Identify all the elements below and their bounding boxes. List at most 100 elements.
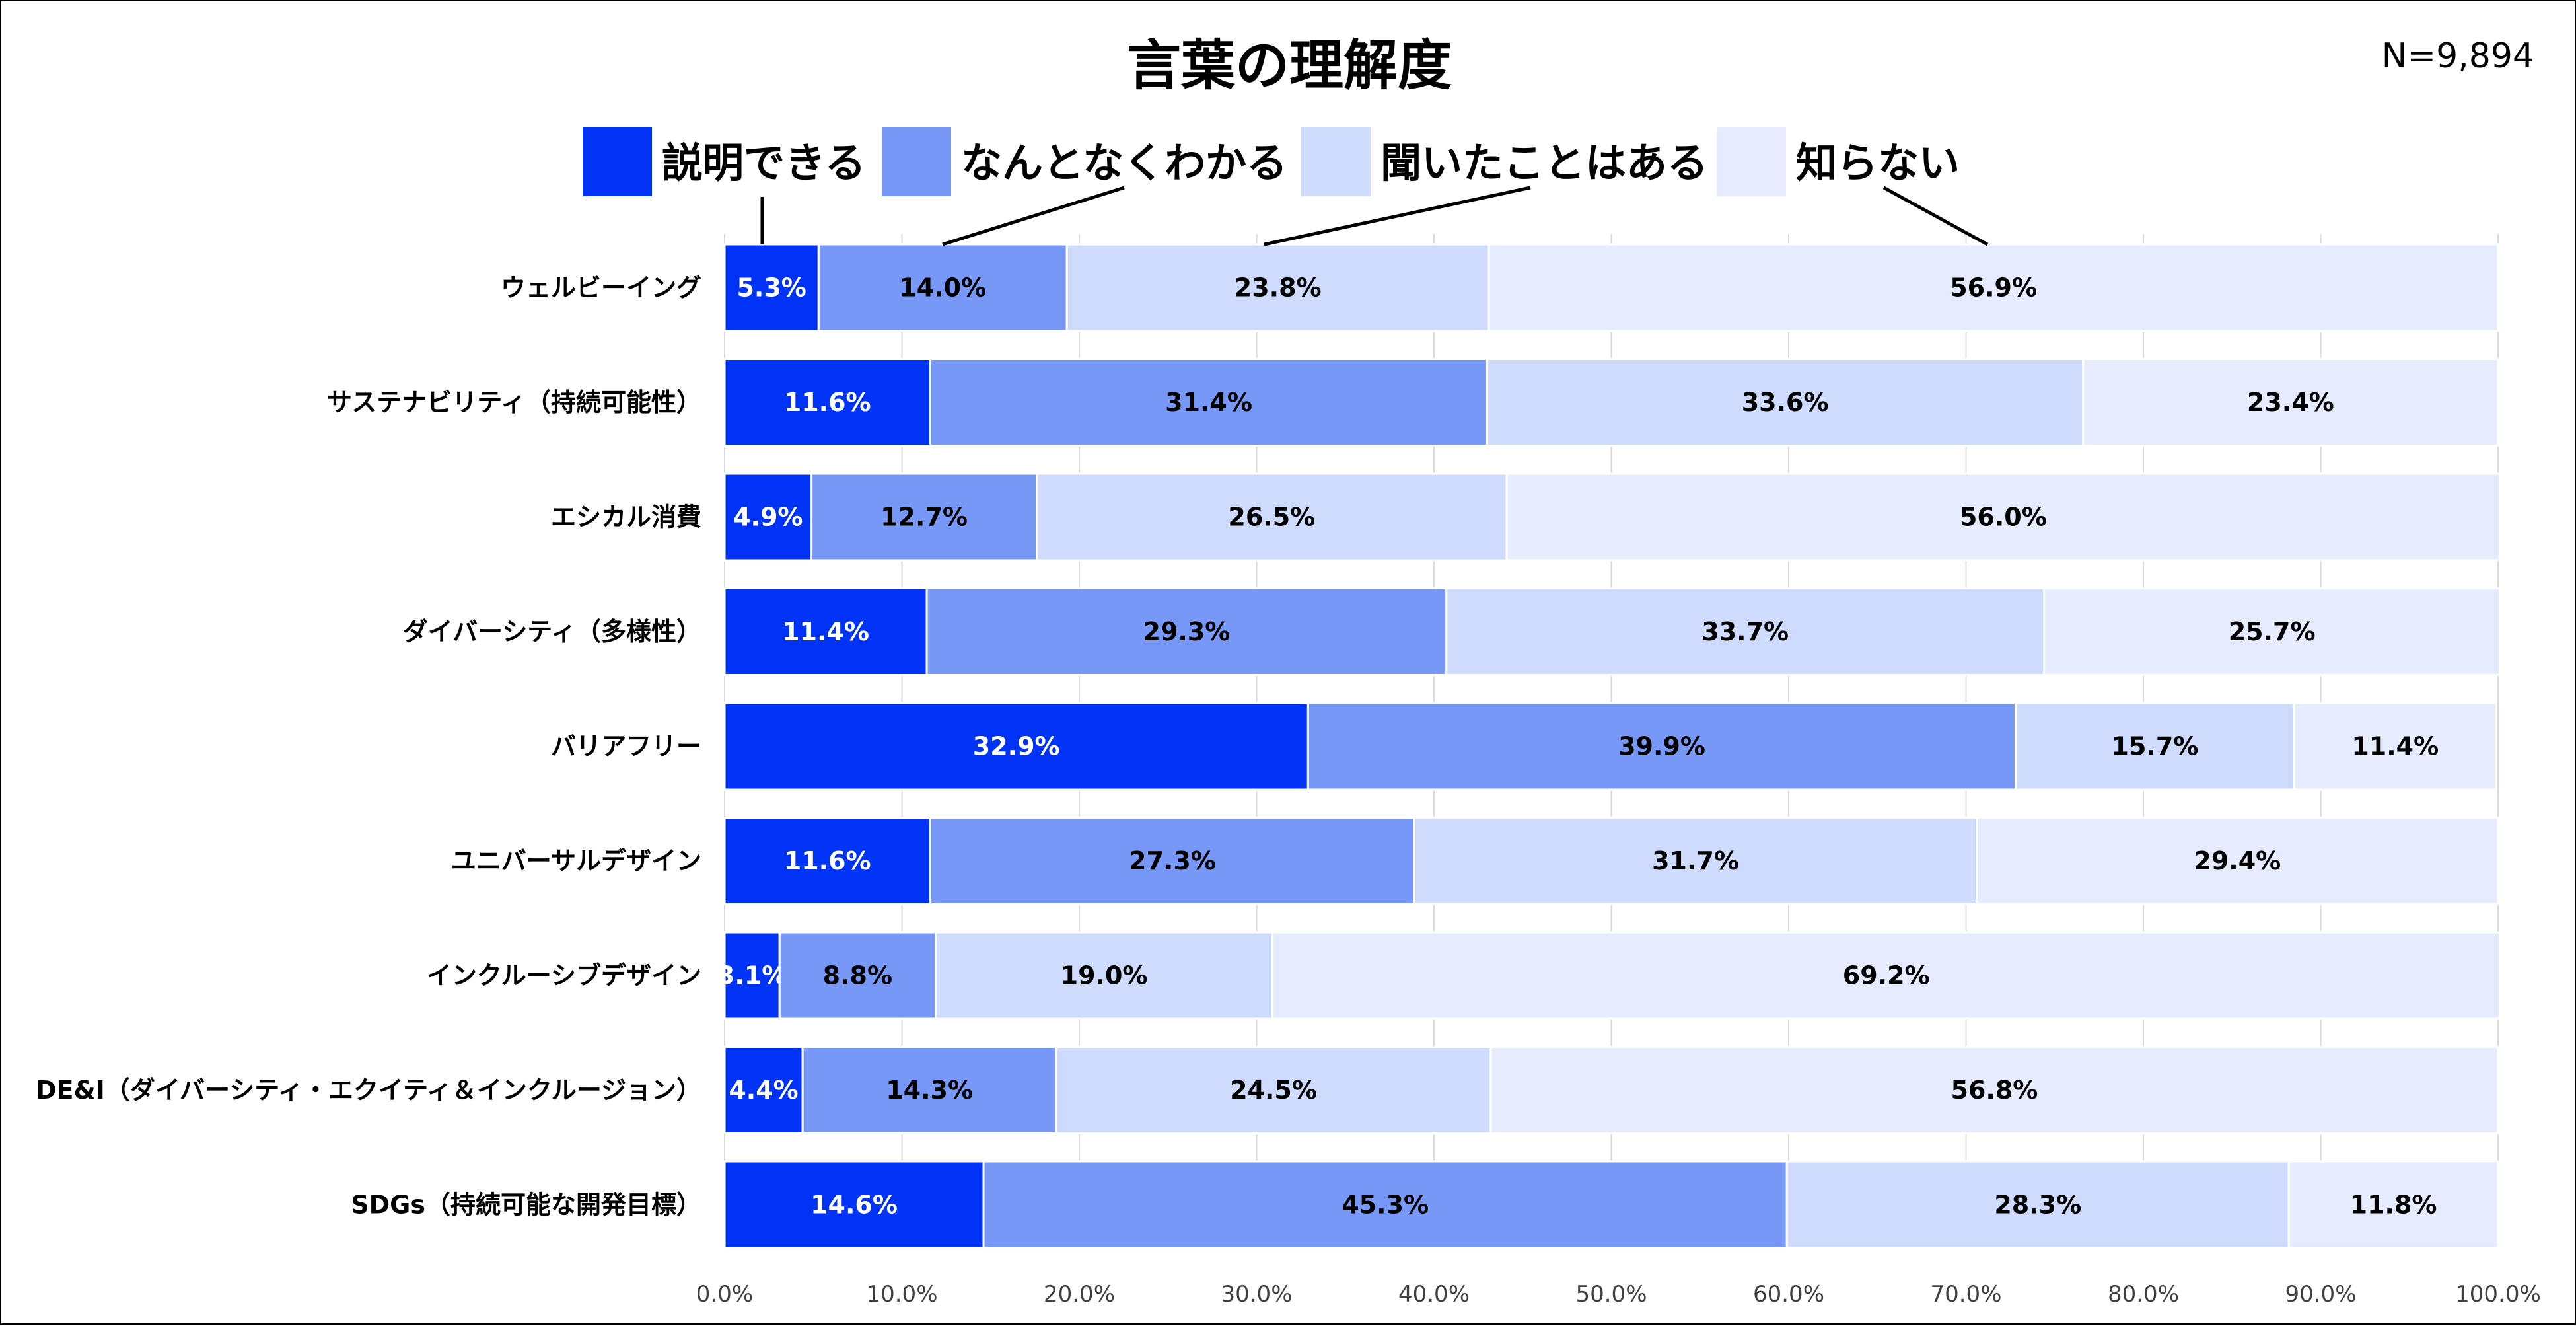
bar-segment xyxy=(1271,931,2501,1020)
legend-leader-line xyxy=(942,186,1125,246)
data-label: 32.9% xyxy=(973,732,1060,761)
data-label: 27.3% xyxy=(1129,846,1216,875)
bar-segment xyxy=(2082,358,2499,447)
data-label: 69.2% xyxy=(1843,961,1930,990)
x-tick-label: 30.0% xyxy=(1221,1281,1292,1308)
bar-segment xyxy=(925,587,1448,676)
category-label: DE&I（ダイバーシティ・エクイティ＆インクルージョン） xyxy=(36,1076,701,1105)
bar-segment xyxy=(2015,702,2295,791)
bar-segment xyxy=(1065,243,1490,332)
bar-segment xyxy=(2293,702,2497,791)
data-label: 11.8% xyxy=(2350,1191,2437,1220)
data-label: 25.7% xyxy=(2229,617,2316,646)
bar-segment xyxy=(1976,817,2499,905)
bar-segment xyxy=(801,1046,1057,1134)
x-tick-label: 80.0% xyxy=(2108,1281,2179,1308)
legend-swatch xyxy=(882,127,951,196)
bar-segment xyxy=(929,817,1415,905)
data-label: 11.4% xyxy=(2351,732,2439,761)
bar-segment xyxy=(1489,1046,2499,1134)
data-label: 33.6% xyxy=(1742,388,1829,417)
data-label: 11.6% xyxy=(784,388,871,417)
x-tick-label: 100.0% xyxy=(2455,1281,2541,1308)
bar-segment xyxy=(723,587,928,676)
data-label: 4.9% xyxy=(733,503,803,532)
data-label: 4.4% xyxy=(729,1076,798,1105)
data-label: 56.8% xyxy=(1951,1076,2038,1105)
legend: 説明できる なんとなくわかる 聞いたことはある 知らない xyxy=(583,127,1989,246)
data-label: 19.0% xyxy=(1061,961,1148,990)
legend-label: 聞いたことはある xyxy=(1380,139,1708,187)
legend-leader-line xyxy=(1882,186,1989,246)
category-label: ウェルビーイング xyxy=(501,274,701,303)
data-label: 14.0% xyxy=(899,274,986,303)
bar-segment xyxy=(723,1046,804,1134)
bar-segment xyxy=(723,817,931,905)
data-label: 56.9% xyxy=(1950,274,2037,303)
data-label: 11.6% xyxy=(784,846,871,875)
data-label: 3.1% xyxy=(717,961,787,990)
data-label: 11.4% xyxy=(782,617,869,646)
data-label: 23.8% xyxy=(1234,274,1322,303)
bar-segment xyxy=(810,472,1038,562)
category-label: SDGs（持続可能な開発目標） xyxy=(351,1191,701,1220)
bar-segment xyxy=(723,702,1309,791)
legend-swatch xyxy=(1301,127,1371,196)
x-tick-label: 10.0% xyxy=(866,1281,937,1308)
category-label: インクルーシブデザイン xyxy=(427,961,701,990)
bar-segment xyxy=(723,358,931,447)
data-label: 33.7% xyxy=(1701,617,1789,646)
x-tick-label: 70.0% xyxy=(1930,1281,2001,1308)
bar-segment xyxy=(723,472,813,562)
legend-swatch xyxy=(583,127,652,196)
bar-segment xyxy=(1413,817,1978,905)
x-tick-label: 60.0% xyxy=(1753,1281,1824,1308)
data-label: 28.3% xyxy=(1994,1191,2081,1220)
data-label: 14.6% xyxy=(810,1191,898,1220)
legend-label: 知らない xyxy=(1796,139,1960,187)
category-label: ユニバーサルデザイン xyxy=(451,846,701,875)
data-label: 26.5% xyxy=(1228,503,1315,532)
category-label: ダイバーシティ（多様性） xyxy=(403,617,701,646)
x-tick-label: 20.0% xyxy=(1044,1281,1115,1308)
data-label: 24.5% xyxy=(1230,1076,1317,1105)
data-label: 39.9% xyxy=(1618,732,1705,761)
data-label: 45.3% xyxy=(1342,1191,1429,1220)
bar-segment xyxy=(935,931,1274,1020)
data-label: 14.3% xyxy=(886,1076,973,1105)
bar-segment xyxy=(1505,472,2501,562)
sample-size-note: N=9,894 xyxy=(2382,36,2534,76)
bar-segment xyxy=(1306,702,2017,791)
data-label: 12.7% xyxy=(880,503,968,532)
bar-segment xyxy=(2287,1160,2499,1249)
bar-segment xyxy=(817,243,1068,332)
category-label: エシカル消費 xyxy=(551,503,701,532)
chart-title: 言葉の理解度 xyxy=(1127,34,1452,97)
data-label: 31.7% xyxy=(1652,846,1739,875)
data-label: 8.8% xyxy=(823,961,892,990)
bar-segment xyxy=(723,1160,985,1249)
data-label: 29.4% xyxy=(2194,846,2281,875)
x-tick-label: 40.0% xyxy=(1398,1281,1470,1308)
bar-segment xyxy=(1036,472,1508,562)
x-tick-label: 90.0% xyxy=(2285,1281,2356,1308)
legend-label: なんとなくわかる xyxy=(961,139,1287,187)
data-label: 56.0% xyxy=(1960,503,2047,532)
data-label: 5.3% xyxy=(736,274,806,303)
bar-segment xyxy=(1487,243,2499,332)
bars: 5.3% 14.0% 23.8% 56.9% 11.6% 31.4% 33.6% 23.4% 4… xyxy=(717,243,2501,1249)
bar-segment xyxy=(1055,1046,1492,1134)
bar-segment xyxy=(929,358,1489,447)
bar-segment xyxy=(778,931,937,1020)
bar-segment xyxy=(982,1160,1788,1249)
data-label: 23.4% xyxy=(2247,388,2334,417)
x-axis-ticks: 0.0% 10.0% 20.0% 30.0% 40.0% 50.0% 60.0% 70.0% 8… xyxy=(696,1281,2541,1308)
data-label: 15.7% xyxy=(2112,732,2199,761)
data-label: 31.4% xyxy=(1165,388,1252,417)
category-label: バリアフリー xyxy=(551,732,701,761)
bar-segment xyxy=(1445,587,2046,676)
x-tick-label: 50.0% xyxy=(1575,1281,1647,1308)
